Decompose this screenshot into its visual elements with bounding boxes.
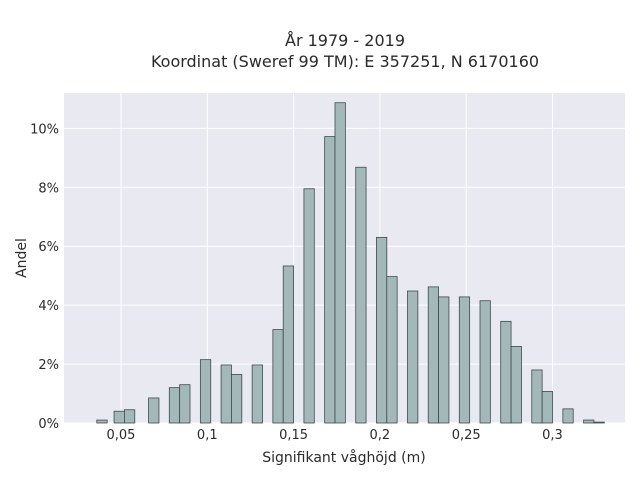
- histogram-bar: [541, 391, 553, 424]
- histogram-bar: [113, 410, 125, 424]
- y-tick-label: 0%: [38, 417, 59, 432]
- x-tick-label: 0,05: [106, 428, 135, 443]
- histogram-bar: [458, 296, 471, 424]
- histogram-bar: [334, 102, 346, 424]
- histogram-bar: [148, 397, 160, 424]
- x-tick-label: 0,25: [452, 428, 481, 443]
- x-axis-ticks: 0,05 0,1 0,15 0,2 0,25 0,3: [106, 428, 562, 443]
- histogram-bar: [531, 369, 543, 424]
- histogram-bar: [220, 364, 232, 424]
- histogram-bar: [593, 421, 605, 424]
- y-axis-ticks: 0% 2% 4% 6% 8% 10%: [30, 122, 59, 432]
- y-tick-label: 6%: [38, 240, 59, 255]
- chart-subtitle: Koordinat (Sweref 99 TM): E 357251, N 61…: [151, 52, 539, 71]
- histogram-bar: [479, 300, 491, 424]
- histogram-bar: [500, 320, 512, 424]
- histogram-bars: [96, 102, 605, 424]
- histogram-bar: [376, 236, 388, 424]
- histogram-bar: [407, 290, 419, 424]
- histogram-bar: [438, 296, 450, 424]
- y-tick-label: 8%: [38, 181, 59, 196]
- histogram-bar: [199, 359, 212, 424]
- histogram-bar: [251, 364, 263, 424]
- histogram-bar: [179, 384, 191, 424]
- chart-title: År 1979 - 2019: [285, 31, 405, 50]
- histogram-bar: [96, 419, 108, 424]
- y-tick-label: 2%: [38, 358, 59, 373]
- histogram-bar: [427, 286, 439, 424]
- histogram-bar: [510, 345, 522, 424]
- histogram-bar: [303, 188, 315, 424]
- histogram-bar: [282, 265, 294, 424]
- histogram-bar: [124, 409, 136, 424]
- x-tick-label: 0,15: [279, 428, 308, 443]
- y-tick-label: 10%: [30, 122, 59, 137]
- histogram-bar: [231, 373, 243, 424]
- histogram-bar: [386, 276, 398, 424]
- x-tick-label: 0,3: [542, 428, 563, 443]
- y-axis-label: Andel: [14, 238, 30, 278]
- x-axis-label: Signifikant våghöjd (m): [262, 449, 425, 466]
- histogram-bar: [562, 408, 574, 424]
- histogram-bar: [355, 166, 367, 424]
- histogram-bar: [168, 387, 181, 424]
- histogram-bar: [272, 329, 284, 424]
- histogram-bar: [583, 419, 595, 424]
- x-tick-label: 0,1: [197, 428, 218, 443]
- histogram-bar: [324, 136, 336, 424]
- y-tick-label: 4%: [38, 299, 59, 314]
- x-tick-label: 0,2: [370, 428, 391, 443]
